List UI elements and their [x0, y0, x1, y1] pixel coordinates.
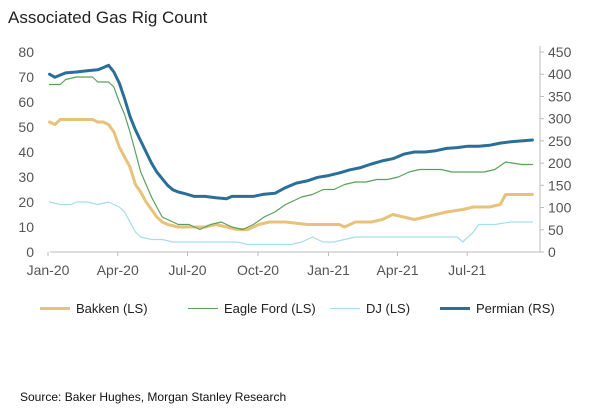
- source-note: Source: Baker Hughes, Morgan Stanley Res…: [20, 390, 287, 404]
- left-tick-label: 70: [18, 69, 34, 85]
- legend-label: Eagle Ford (LS): [224, 300, 316, 316]
- right-tick-label: 50: [548, 222, 564, 238]
- legend-item-dj-ls: DJ (LS): [330, 298, 410, 318]
- line-chart: 0 10 20 30 40 50 60 70 80 0 50 100 150 200 250 300 350 4…: [18, 44, 572, 278]
- legend-swatch: [440, 306, 470, 310]
- legend-label: Permian (RS): [476, 300, 555, 316]
- left-tick-label: 10: [18, 219, 34, 235]
- series-line-dj-ls: [48, 201, 533, 246]
- legend-item-bakken-ls: Bakken (LS): [40, 298, 148, 318]
- left-axis: 0 10 20 30 40 50 60 70 80: [18, 44, 34, 260]
- left-tick-label: 0: [26, 244, 34, 260]
- x-tick-label: Jul-21: [448, 262, 486, 278]
- right-tick-label: 200: [548, 155, 572, 171]
- chart-legend: Bakken (LS) Eagle Ford (LS) DJ (LS) Permian…: [0, 298, 594, 318]
- left-tick-label: 30: [18, 169, 34, 185]
- right-tick-label: 350: [548, 88, 572, 104]
- right-tick-label: 400: [548, 66, 572, 82]
- x-tick-label: Oct-20: [237, 262, 279, 278]
- x-tick-label: Jan-20: [27, 262, 70, 278]
- legend-item-eagle-ford-ls: Eagle Ford (LS): [188, 298, 316, 318]
- right-tick-label: 0: [548, 244, 556, 260]
- right-tick-label: 150: [548, 177, 572, 193]
- right-tick-label: 300: [548, 111, 572, 127]
- x-tick-label: Apr-20: [97, 262, 139, 278]
- right-tick-label: 450: [548, 44, 572, 60]
- left-tick-label: 40: [18, 144, 34, 160]
- left-tick-label: 20: [18, 194, 34, 210]
- series-layer: [48, 63, 534, 246]
- left-tick-label: 80: [18, 44, 34, 60]
- series-line-permian-rs: [48, 63, 534, 201]
- x-tick-label: Jul-20: [168, 262, 206, 278]
- chart-title: Associated Gas Rig Count: [8, 8, 208, 27]
- right-tick-label: 250: [548, 133, 572, 149]
- series-line-bakken-ls: [48, 118, 534, 231]
- right-tick-label: 100: [548, 200, 572, 216]
- legend-swatch: [188, 307, 218, 309]
- x-tick-label: Jan-21: [307, 262, 350, 278]
- legend-item-permian-rs: Permian (RS): [440, 298, 555, 318]
- legend-label: DJ (LS): [366, 300, 411, 316]
- series-line-eagle-ford-ls: [48, 76, 533, 231]
- left-tick-label: 50: [18, 119, 34, 135]
- left-tick-label: 60: [18, 94, 34, 110]
- x-axis: Jan-20 Apr-20 Jul-20 Oct-20 Jan-21 Apr-21 Jul-…: [27, 251, 540, 278]
- x-tick-label: Apr-21: [376, 262, 418, 278]
- right-axis: 0 50 100 150 200 250 300 350 400 450: [539, 44, 572, 260]
- legend-label: Bakken (LS): [76, 300, 148, 316]
- legend-swatch: [330, 307, 360, 309]
- legend-swatch: [40, 306, 70, 310]
